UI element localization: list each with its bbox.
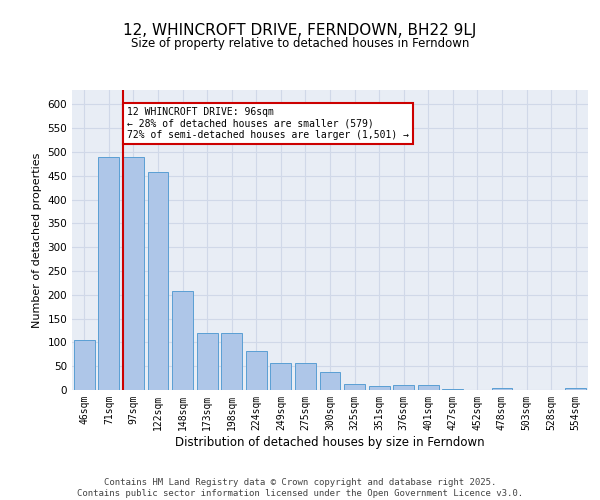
Bar bbox=[442, 388, 463, 390]
Bar bbox=[246, 351, 267, 390]
Bar bbox=[295, 363, 316, 390]
Bar bbox=[565, 388, 586, 390]
Bar bbox=[148, 172, 169, 390]
Bar bbox=[221, 333, 242, 390]
Bar bbox=[271, 363, 292, 390]
Text: 12, WHINCROFT DRIVE, FERNDOWN, BH22 9LJ: 12, WHINCROFT DRIVE, FERNDOWN, BH22 9LJ bbox=[124, 22, 476, 38]
Bar bbox=[344, 384, 365, 390]
Text: 12 WHINCROFT DRIVE: 96sqm
← 28% of detached houses are smaller (579)
72% of semi: 12 WHINCROFT DRIVE: 96sqm ← 28% of detac… bbox=[127, 106, 409, 140]
Bar bbox=[123, 156, 144, 390]
Y-axis label: Number of detached properties: Number of detached properties bbox=[32, 152, 42, 328]
Bar bbox=[368, 386, 389, 390]
Bar bbox=[491, 388, 512, 390]
Bar bbox=[320, 372, 340, 390]
Text: Size of property relative to detached houses in Ferndown: Size of property relative to detached ho… bbox=[131, 38, 469, 51]
Bar bbox=[393, 385, 414, 390]
Bar bbox=[197, 333, 218, 390]
Bar bbox=[418, 385, 439, 390]
Bar bbox=[74, 340, 95, 390]
Bar bbox=[98, 156, 119, 390]
X-axis label: Distribution of detached houses by size in Ferndown: Distribution of detached houses by size … bbox=[175, 436, 485, 448]
Bar bbox=[172, 292, 193, 390]
Text: Contains HM Land Registry data © Crown copyright and database right 2025.
Contai: Contains HM Land Registry data © Crown c… bbox=[77, 478, 523, 498]
